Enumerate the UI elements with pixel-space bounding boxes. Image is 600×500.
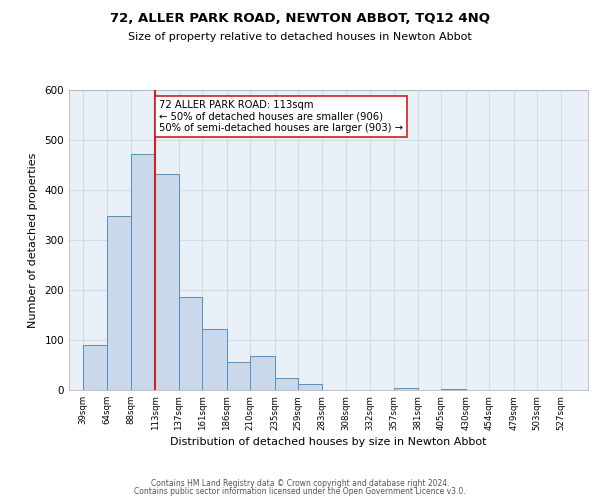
X-axis label: Distribution of detached houses by size in Newton Abbot: Distribution of detached houses by size … bbox=[170, 436, 487, 446]
Bar bbox=[250, 356, 275, 390]
Text: Size of property relative to detached houses in Newton Abbot: Size of property relative to detached ho… bbox=[128, 32, 472, 42]
Bar bbox=[107, 216, 131, 390]
Bar bbox=[202, 328, 227, 390]
Y-axis label: Number of detached properties: Number of detached properties bbox=[28, 152, 38, 328]
Text: Contains public sector information licensed under the Open Government Licence v3: Contains public sector information licen… bbox=[134, 487, 466, 496]
Bar bbox=[131, 154, 155, 390]
Text: 72 ALLER PARK ROAD: 113sqm
← 50% of detached houses are smaller (906)
50% of sem: 72 ALLER PARK ROAD: 113sqm ← 50% of deta… bbox=[159, 100, 403, 133]
Bar bbox=[394, 388, 418, 390]
Bar bbox=[83, 345, 107, 390]
Bar bbox=[179, 296, 202, 390]
Bar bbox=[155, 174, 179, 390]
Bar bbox=[298, 384, 322, 390]
Bar bbox=[441, 389, 466, 390]
Text: 72, ALLER PARK ROAD, NEWTON ABBOT, TQ12 4NQ: 72, ALLER PARK ROAD, NEWTON ABBOT, TQ12 … bbox=[110, 12, 490, 26]
Text: Contains HM Land Registry data © Crown copyright and database right 2024.: Contains HM Land Registry data © Crown c… bbox=[151, 478, 449, 488]
Bar bbox=[227, 362, 250, 390]
Bar bbox=[275, 378, 298, 390]
